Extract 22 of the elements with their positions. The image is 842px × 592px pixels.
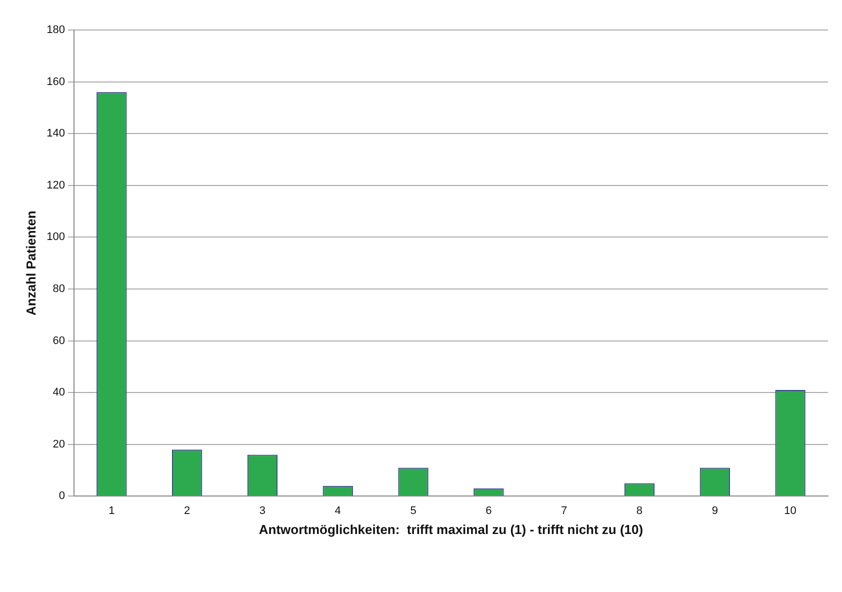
y-tick-label: 20	[52, 438, 65, 450]
x-tick-label: 3	[259, 504, 266, 517]
x-tick-label: 5	[410, 504, 416, 517]
y-tick-label: 80	[52, 283, 65, 296]
x-axis-title: Antwortmöglichkeiten: trifft maximal zu (1) - trifft nicht zu (10)	[258, 522, 644, 537]
x-tick-label: 2	[184, 504, 190, 517]
y-tick-label: 180	[46, 24, 65, 36]
y-tick-label: 60	[52, 334, 65, 347]
x-tick-label: 6	[486, 504, 492, 517]
y-axis-title: Anzahl Patienten	[23, 210, 38, 316]
y-tick-label: 40	[52, 386, 65, 399]
y-tick-label: 140	[46, 128, 65, 140]
x-tick-label: 9	[712, 504, 718, 517]
x-tick-label: 1	[108, 504, 115, 517]
x-tick-label: 4	[334, 504, 341, 517]
y-tick-label: 160	[46, 76, 65, 88]
x-tick-label: 8	[636, 504, 643, 517]
x-tick-label: 7	[561, 504, 568, 517]
y-tick-label: 0	[58, 490, 65, 502]
y-tick-label: 120	[46, 179, 65, 192]
x-tick-label: 10	[784, 504, 796, 517]
y-tick-label: 100	[46, 231, 65, 244]
